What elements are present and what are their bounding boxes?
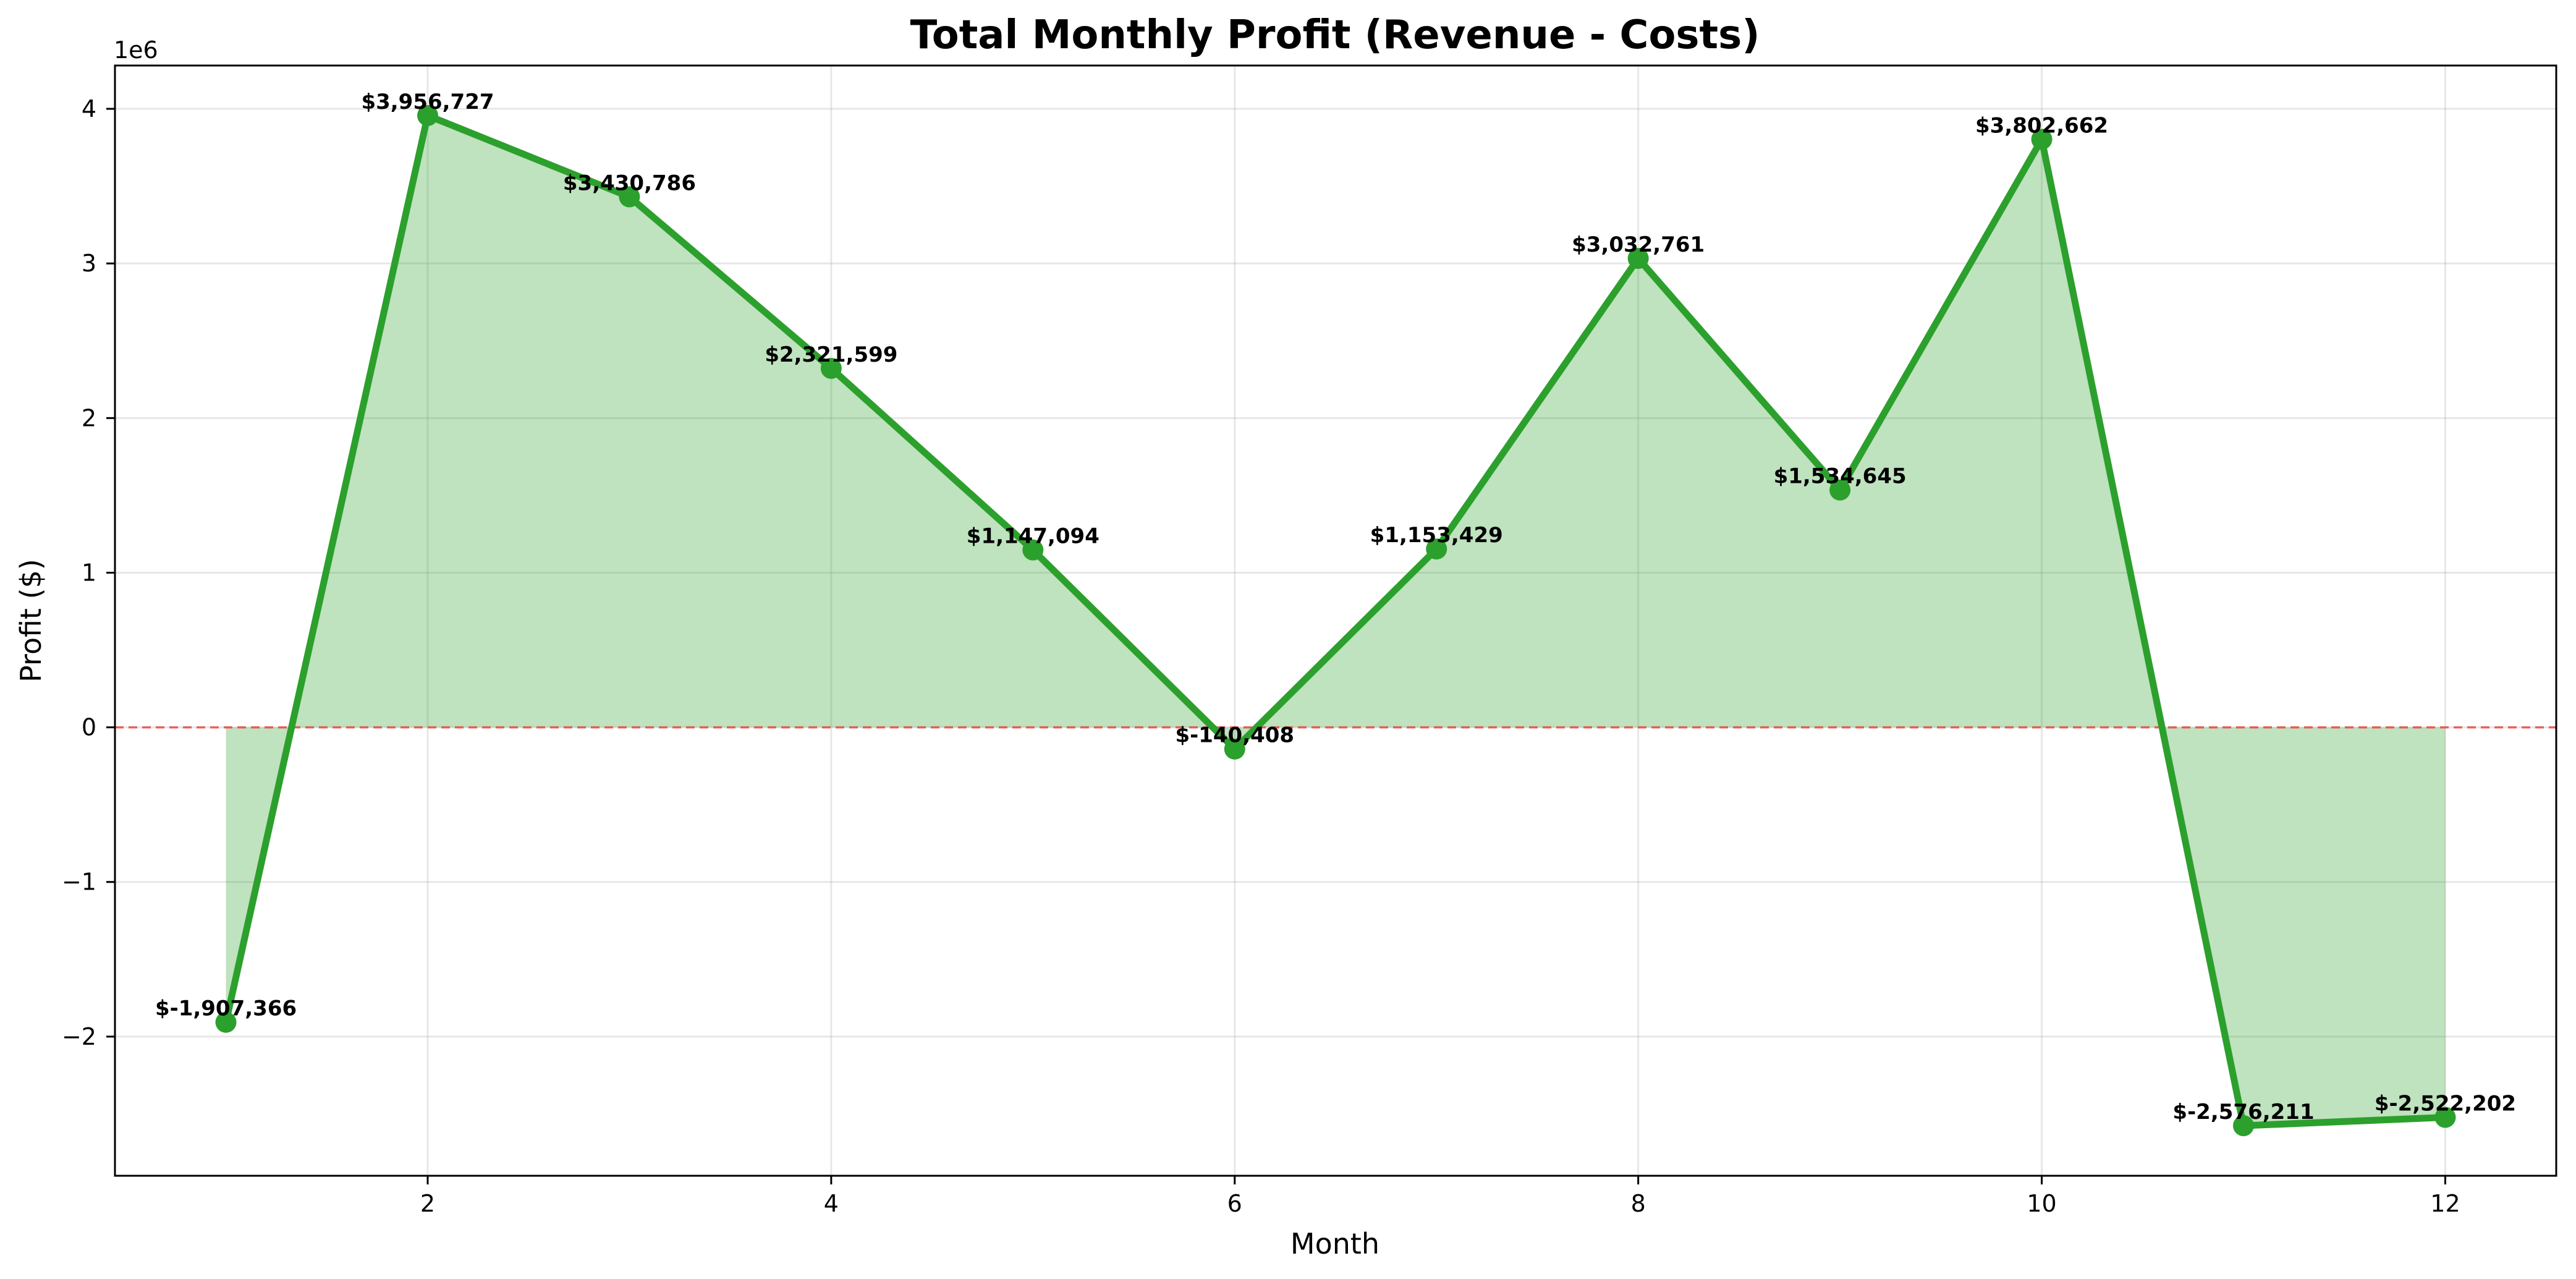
data-label: $3,430,786 <box>563 171 696 195</box>
series-line-layer <box>222 112 2446 1129</box>
chart-title: Total Monthly Profit (Revenue - Costs) <box>910 12 1760 58</box>
x-axis-label: Month <box>1290 1227 1379 1260</box>
data-point <box>1426 538 1447 560</box>
data-label: $-1,907,366 <box>155 996 297 1021</box>
x-tick-label: 6 <box>1227 1190 1242 1217</box>
data-label: $1,153,429 <box>1370 523 1503 548</box>
data-point <box>215 1011 237 1033</box>
data-point <box>820 357 842 379</box>
data-point <box>417 104 438 126</box>
data-labels: $-1,907,366 $3,956,727 $3,430,786 $2,321,59… <box>155 90 2516 1124</box>
y-axis-ticks: −2 −1 0 1 2 3 4 <box>62 95 115 1050</box>
data-points <box>215 104 2456 1137</box>
y-tick-label: 0 <box>82 714 96 741</box>
data-point <box>1022 539 1044 561</box>
y-axis-label: Profit ($) <box>14 559 48 682</box>
data-point <box>2434 1107 2456 1128</box>
x-tick-label: 2 <box>420 1190 435 1217</box>
x-tick-label: 8 <box>1631 1190 1646 1217</box>
data-point <box>619 186 640 208</box>
y-tick-label: 1 <box>82 559 96 586</box>
grid-lines <box>115 66 2556 1176</box>
data-point <box>2031 129 2053 150</box>
data-point <box>1627 247 1649 269</box>
y-offset-label: 1e6 <box>114 36 158 64</box>
data-label: $-140,408 <box>1175 723 1294 748</box>
data-label: $3,956,727 <box>361 90 494 114</box>
x-tick-label: 10 <box>2027 1190 2056 1217</box>
data-label: $-2,522,202 <box>2375 1091 2516 1116</box>
y-tick-label: 4 <box>82 95 96 122</box>
data-point <box>2233 1115 2255 1137</box>
plot-frame <box>114 64 2557 1177</box>
data-label: $1,534,645 <box>1774 464 1907 489</box>
data-label: $1,147,094 <box>967 524 1099 549</box>
data-label: $2,321,599 <box>765 342 897 367</box>
data-label: $3,032,761 <box>1572 232 1705 257</box>
data-point <box>1829 479 1851 501</box>
profit-area-fill <box>226 115 2446 1126</box>
data-label: $3,802,662 <box>1975 113 2108 138</box>
data-label: $-2,576,211 <box>2172 1100 2314 1124</box>
area-layer <box>226 115 2446 1126</box>
profit-line <box>222 112 2446 1129</box>
y-tick-label: 2 <box>82 404 96 431</box>
x-tick-label: 12 <box>2430 1190 2460 1217</box>
y-tick-label: −1 <box>62 869 96 896</box>
x-axis-ticks: 2 4 6 8 10 12 <box>420 1176 2460 1217</box>
y-tick-label: 3 <box>82 250 96 277</box>
x-tick-label: 4 <box>824 1190 839 1217</box>
data-point <box>1224 738 1245 760</box>
y-tick-label: −2 <box>62 1023 96 1050</box>
